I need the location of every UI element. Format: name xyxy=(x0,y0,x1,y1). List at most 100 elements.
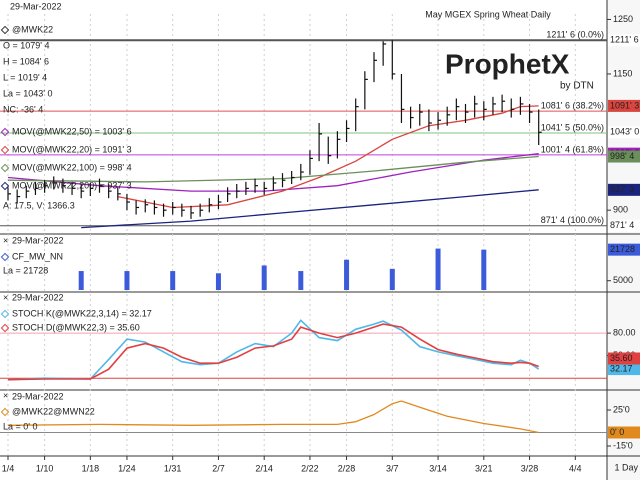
axis-value-box xyxy=(608,243,640,256)
legend-entry: CF_MW_NN xyxy=(12,251,63,261)
level-label: 1211' 6 (0.0%) xyxy=(546,30,604,40)
y-tick-label: -15'0 xyxy=(613,440,633,450)
legend-entry: MOV(@MWK22,100) = 998' 4 xyxy=(12,162,132,172)
y-tick-label: 25'0 xyxy=(613,404,630,414)
axis-value-box xyxy=(608,363,640,376)
x-tick-label: 1/24 xyxy=(118,463,136,473)
watermark: ProphetX xyxy=(445,48,570,79)
level-label: 1081' 6 (38.2%) xyxy=(541,101,604,111)
axis-value-label: 1091' 3 xyxy=(610,100,639,110)
axis-value-box xyxy=(608,219,640,232)
legend-entry: MOV(@MWK22,50) = 1003' 6 xyxy=(12,126,132,136)
watermark-sub: by DTN xyxy=(560,81,594,92)
line-series xyxy=(7,400,539,434)
axis-value-label: 937' 3 xyxy=(610,184,634,194)
axis-value-box xyxy=(608,99,640,112)
bar xyxy=(261,265,267,290)
panel-date: 29-Mar-2022 xyxy=(12,235,64,245)
legend-diamond xyxy=(0,127,10,137)
info-line: H = 1084' 6 xyxy=(3,56,49,66)
legend-entry: STOCH K(@MWK22,3,14) = 32.17 xyxy=(12,308,152,318)
legend-diamond xyxy=(0,309,10,319)
x-tick-label: 2/28 xyxy=(338,463,356,473)
stats: A: 17.5, V: 1366.3 xyxy=(3,200,75,210)
close-icon[interactable]: × xyxy=(3,390,8,400)
info-line: La = 1043' 0 xyxy=(3,88,53,98)
y-tick-label: 1150 xyxy=(613,68,632,78)
x-tick-label: 1/18 xyxy=(82,463,100,473)
info-line: O = 1079' 4 xyxy=(3,40,50,50)
bar xyxy=(389,268,395,290)
symbol: @MWK22 xyxy=(12,24,53,34)
info-line: La = 0' 0 xyxy=(3,421,38,431)
info-line: NC: -36' 4 xyxy=(3,104,43,114)
axis-value-box xyxy=(608,150,640,163)
legend-diamond xyxy=(0,145,10,155)
bar xyxy=(215,273,221,290)
y-tick-label: 1250 xyxy=(613,14,633,24)
y-tick-label: 5000 xyxy=(613,275,633,285)
level-label: 871' 4 (100.0%) xyxy=(541,215,604,225)
chart-title: May MGEX Spring Wheat Daily xyxy=(425,9,551,19)
panel-date: 29-Mar-2022 xyxy=(12,391,64,401)
axis-value-box xyxy=(608,183,640,196)
x-tick-label: 3/21 xyxy=(475,463,493,473)
axis-value-box xyxy=(608,126,640,139)
x-tick-label: 2/7 xyxy=(212,463,225,473)
interval-label: 1 Day xyxy=(614,462,638,472)
legend-entry: @MWK22@MWN22 xyxy=(12,406,95,416)
close-icon[interactable]: × xyxy=(3,235,8,245)
legend-diamond xyxy=(0,163,10,173)
bar xyxy=(344,259,350,290)
bar xyxy=(170,271,176,290)
close-icon[interactable]: × xyxy=(3,292,8,302)
line-series xyxy=(81,189,539,229)
axis-value-box xyxy=(608,352,640,365)
x-tick-label: 1/4 xyxy=(2,463,15,473)
x-tick-label: 2/22 xyxy=(301,463,319,473)
legend-diamond xyxy=(0,252,10,262)
panel-date: 29-Mar-2022 xyxy=(12,292,64,302)
bar xyxy=(124,271,130,290)
axis-value-label: 998' 4 xyxy=(610,151,634,161)
bar xyxy=(298,271,304,290)
right-axis-strip xyxy=(607,0,640,480)
x-tick-label: 1/31 xyxy=(164,463,182,473)
legend-entry: MOV(@MWK22,200) = 937' 3 xyxy=(12,180,132,190)
x-tick-label: 3/14 xyxy=(429,463,447,473)
legend-entry: STOCH D(@MWK22,3) = 35.60 xyxy=(12,322,140,332)
bar xyxy=(78,271,84,290)
x-tick-label: 1/10 xyxy=(36,463,54,473)
axis-value-box xyxy=(608,34,640,47)
legend-diamond xyxy=(0,25,10,35)
axis-value-label: 21728 xyxy=(610,244,635,254)
x-tick-label: 4/4 xyxy=(569,463,582,473)
axis-value-label: 1043' 0 xyxy=(610,127,639,137)
x-tick-label: 3/28 xyxy=(521,463,539,473)
line-series xyxy=(7,319,540,381)
axis-value-label: 35.60 xyxy=(610,353,633,363)
y-tick-label: 80.00 xyxy=(613,327,636,337)
axis-value-box xyxy=(608,426,640,439)
x-tick-label: 2/14 xyxy=(255,463,273,473)
legend-diamond xyxy=(0,407,10,417)
axis-value-label: 871' 4 xyxy=(610,220,634,230)
axis-value-label: 1211' 6 xyxy=(610,35,639,45)
x-tick-label: 3/7 xyxy=(386,463,399,473)
y-tick-label: 900 xyxy=(613,205,628,215)
axis-value-label: 32.17 xyxy=(610,363,633,373)
level-label: 1001' 4 (61.8%) xyxy=(541,144,604,154)
bar xyxy=(481,249,487,290)
info-line: La = 21728 xyxy=(3,265,48,275)
legend-diamond xyxy=(0,323,10,333)
line-series xyxy=(7,155,539,183)
info-line: L = 1019' 4 xyxy=(3,72,47,82)
bar xyxy=(435,248,441,290)
legend-diamond xyxy=(0,181,10,191)
level-label: 1041' 5 (50.0%) xyxy=(541,122,604,132)
line-series xyxy=(7,323,539,381)
axis-value-label: 0' 0 xyxy=(610,427,624,437)
legend-entry: MOV(@MWK22,20) = 1091' 3 xyxy=(12,144,132,154)
